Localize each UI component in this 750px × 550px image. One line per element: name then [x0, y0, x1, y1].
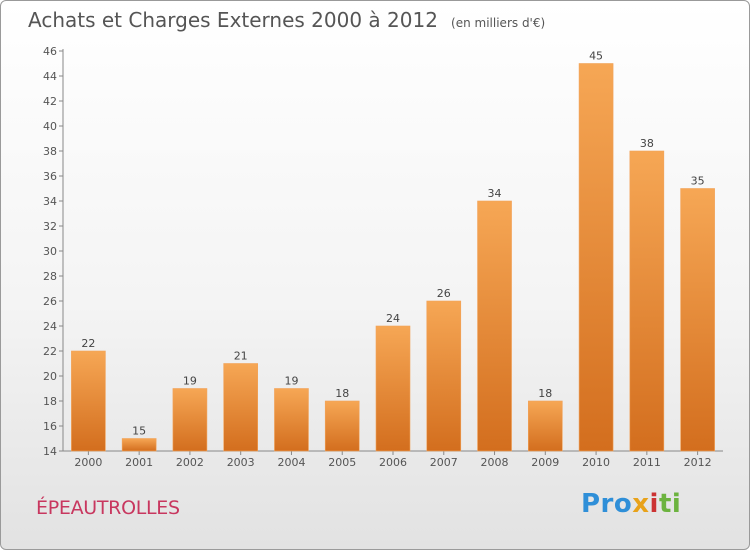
y-tick-label: 18 [43, 395, 57, 408]
x-tick-label-2006: 2006 [379, 456, 407, 469]
y-tick-label: 38 [43, 145, 57, 158]
logo-part-4: ti [658, 489, 682, 519]
data-label-2004: 19 [284, 375, 298, 388]
y-tick-label: 14 [43, 445, 57, 458]
x-tick-label-2010: 2010 [582, 456, 610, 469]
bar-2000 [71, 350, 106, 452]
data-label-2007: 26 [437, 287, 451, 300]
y-tick-label: 34 [43, 195, 57, 208]
x-tick-label-2011: 2011 [633, 456, 661, 469]
town-name: ÉPEAUTROLLES [36, 497, 180, 519]
y-tick-label: 46 [43, 45, 57, 58]
y-tick-label: 32 [43, 220, 57, 233]
y-tick-label: 26 [43, 295, 57, 308]
y-tick-label: 22 [43, 345, 57, 358]
data-label-2002: 19 [183, 375, 197, 388]
data-label-2008: 34 [488, 187, 502, 200]
data-label-2001: 15 [132, 425, 146, 438]
y-tick-label: 24 [43, 320, 57, 333]
chart-title-main: Achats et Charges Externes 2000 à 2012 [28, 8, 438, 32]
proxiti-logo: Proxiti [581, 489, 681, 519]
x-tick-label-2002: 2002 [176, 456, 204, 469]
y-tick-label: 30 [43, 245, 57, 258]
logo-part-2: x [632, 489, 650, 519]
x-tick-label-2012: 2012 [684, 456, 712, 469]
bar-2012 [680, 188, 715, 452]
data-label-2012: 35 [691, 175, 705, 188]
bar-2005 [324, 400, 360, 452]
data-label-2011: 38 [640, 137, 654, 150]
bar-2010 [578, 63, 614, 452]
x-tick-label-2001: 2001 [125, 456, 153, 469]
y-tick-label: 42 [43, 95, 57, 108]
bar-2009 [528, 400, 563, 452]
chart-title-unit: (en milliers d'€) [451, 16, 546, 30]
y-tick-label: 40 [43, 120, 57, 133]
x-tick-label-2005: 2005 [328, 456, 356, 469]
data-label-2003: 21 [234, 350, 248, 363]
data-label-2010: 45 [589, 50, 603, 63]
y-tick-label: 16 [43, 420, 57, 433]
x-tick-label-2008: 2008 [481, 456, 509, 469]
bar-2011 [629, 150, 665, 452]
data-label-2009: 18 [538, 387, 552, 400]
y-tick-label: 20 [43, 370, 57, 383]
y-tick-label: 36 [43, 170, 57, 183]
x-tick-label-2007: 2007 [430, 456, 458, 469]
bar-2006 [375, 325, 411, 452]
data-label-2005: 18 [335, 387, 349, 400]
x-tick-label-2004: 2004 [277, 456, 305, 469]
bar-2008 [477, 200, 512, 452]
logo-part-3: i [649, 489, 659, 519]
y-tick-label: 28 [43, 270, 57, 283]
logo-part-1: Pro [581, 489, 633, 519]
data-label-2006: 24 [386, 312, 400, 325]
y-tick-label: 44 [43, 70, 57, 83]
bar-2007 [426, 300, 462, 452]
bar-2002 [172, 388, 208, 452]
bar-2004 [274, 388, 309, 452]
x-tick-label-2009: 2009 [531, 456, 559, 469]
chart-title: Achats et Charges Externes 2000 à 2012 (… [28, 8, 545, 32]
x-tick-label-2000: 2000 [74, 456, 102, 469]
data-label-2000: 22 [81, 337, 95, 350]
x-tick-label-2003: 2003 [227, 456, 255, 469]
bar-2003 [223, 363, 258, 452]
bar-2001 [121, 438, 157, 452]
